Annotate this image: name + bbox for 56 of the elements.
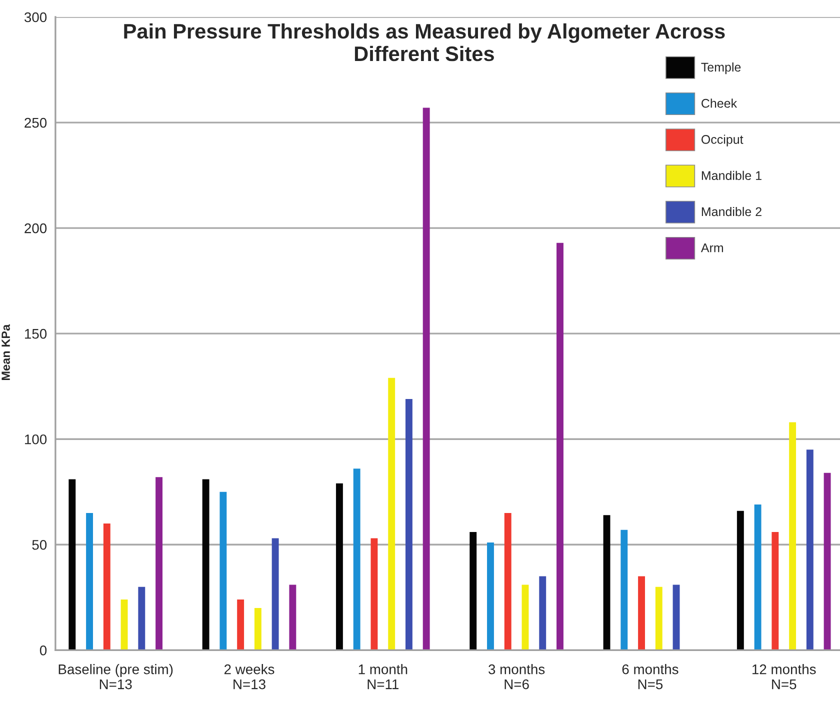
bar [556,242,564,650]
bar [237,600,244,650]
bar [470,532,477,650]
y-tick-label: 150 [24,328,47,339]
bar [672,584,680,650]
bar [824,472,831,650]
bar [86,512,93,650]
y-tick-label: 200 [24,223,47,234]
bar [806,450,814,650]
legend-label: Mandible 2 [702,206,762,216]
legend-label: Mandible 1 [702,170,762,180]
y-axis-title: Mean KPa [2,324,10,380]
bar [655,586,662,650]
bar [353,468,360,650]
bar [638,576,645,650]
bar [202,479,210,650]
bar [138,586,146,650]
legend-label: Temple [701,62,741,74]
x-tick-label: 3 months N=6 [488,664,545,690]
bar [336,483,343,650]
bar [289,584,296,650]
bar [620,530,628,650]
bar [603,515,610,650]
bar [504,512,512,650]
bar [156,477,162,650]
bar [68,479,76,650]
bar [370,538,378,650]
x-tick-label: 12 months N=5 [752,664,816,690]
bar [388,378,396,650]
y-tick-label: 50 [32,540,47,550]
bar [103,524,110,650]
y-tick-label: 300 [24,12,47,22]
legend-label: Occiput [702,134,744,146]
y-tick-label: 0 [40,645,47,656]
legend-label: Arm [700,244,724,252]
x-tick-label: 6 months N=5 [622,664,678,690]
bar [539,576,546,650]
bar [220,492,227,650]
y-tick-label: 100 [24,434,47,444]
bar [736,510,744,650]
bar [522,584,529,650]
bar [789,422,796,650]
bar [754,504,762,650]
x-tick-label: 2 weeks N=13 [224,664,274,690]
legend-label: Cheek [702,98,738,108]
bar [254,608,262,650]
bar [422,108,430,650]
x-tick-label: Baseline (pre stim) N=13 [58,664,173,690]
bar [120,600,128,650]
y-tick-label: 250 [24,118,47,128]
bar [405,399,412,650]
bar [272,538,279,650]
x-tick-label: 1 month N=11 [358,664,408,690]
bar [487,542,494,650]
text: Pain Pressure Thresholds as Measured by Algometer Across Different Sites [124,23,725,62]
bar [772,532,779,650]
